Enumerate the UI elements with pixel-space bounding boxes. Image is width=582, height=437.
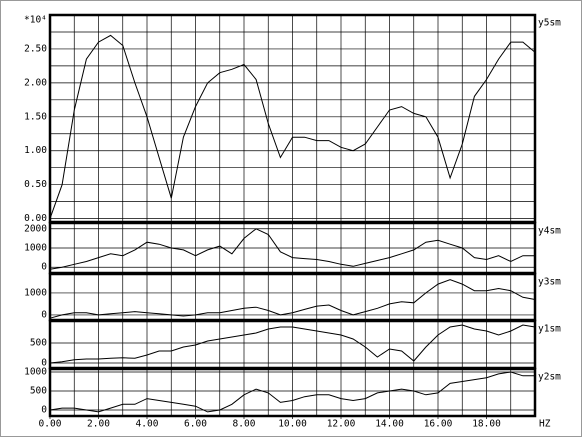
- y-tick-label: 1000: [24, 287, 47, 298]
- y-tick-label: 2.00: [24, 77, 47, 88]
- data-line: [49, 324, 536, 364]
- data-line: [49, 279, 536, 319]
- axis-multiplier: *10⁴: [24, 15, 47, 26]
- data-line: [49, 371, 535, 413]
- x-tick-label: 2.00: [87, 419, 110, 430]
- y-tick-label: 1.00: [24, 145, 47, 156]
- x-tick-label: 8.00: [233, 419, 256, 430]
- y-tick-label: 0: [41, 358, 47, 369]
- x-axis-label: HZ: [539, 419, 551, 430]
- y-tick-label: 0: [41, 404, 47, 415]
- y-tick-label: 500: [30, 338, 47, 349]
- y-tick-label: 1000: [24, 243, 47, 254]
- series-label: y3sm: [538, 277, 561, 288]
- x-tick-label: 16.00: [424, 419, 453, 430]
- x-tick-label: 14.00: [375, 419, 404, 430]
- x-tick-label: 0.00: [39, 419, 62, 430]
- series-label: y2sm: [538, 372, 561, 383]
- data-line: [49, 34, 536, 219]
- series-label: y5sm: [538, 18, 561, 29]
- y-tick-label: 1.50: [24, 111, 47, 122]
- data-line: [49, 228, 535, 270]
- y-tick-label: 0: [41, 309, 47, 320]
- x-tick-label: 4.00: [136, 419, 159, 430]
- x-tick-label: 6.00: [184, 419, 207, 430]
- x-tick-label: 18.00: [472, 419, 501, 430]
- x-tick-label: 12.00: [327, 419, 356, 430]
- y-tick-label: 500: [30, 385, 47, 396]
- y-tick-label: 0: [41, 262, 47, 273]
- x-tick-label: 10.00: [278, 419, 307, 430]
- y-tick-label: 2.50: [24, 43, 47, 54]
- series-label: y1sm: [538, 324, 561, 335]
- panel-frame: [48, 367, 537, 418]
- y-tick-label: 0.00: [24, 213, 47, 224]
- y-tick-label: 0.50: [24, 179, 47, 190]
- y-tick-label: 2000: [24, 223, 47, 234]
- y-tick-label: 1000: [24, 367, 47, 378]
- series-label: y4sm: [538, 226, 561, 237]
